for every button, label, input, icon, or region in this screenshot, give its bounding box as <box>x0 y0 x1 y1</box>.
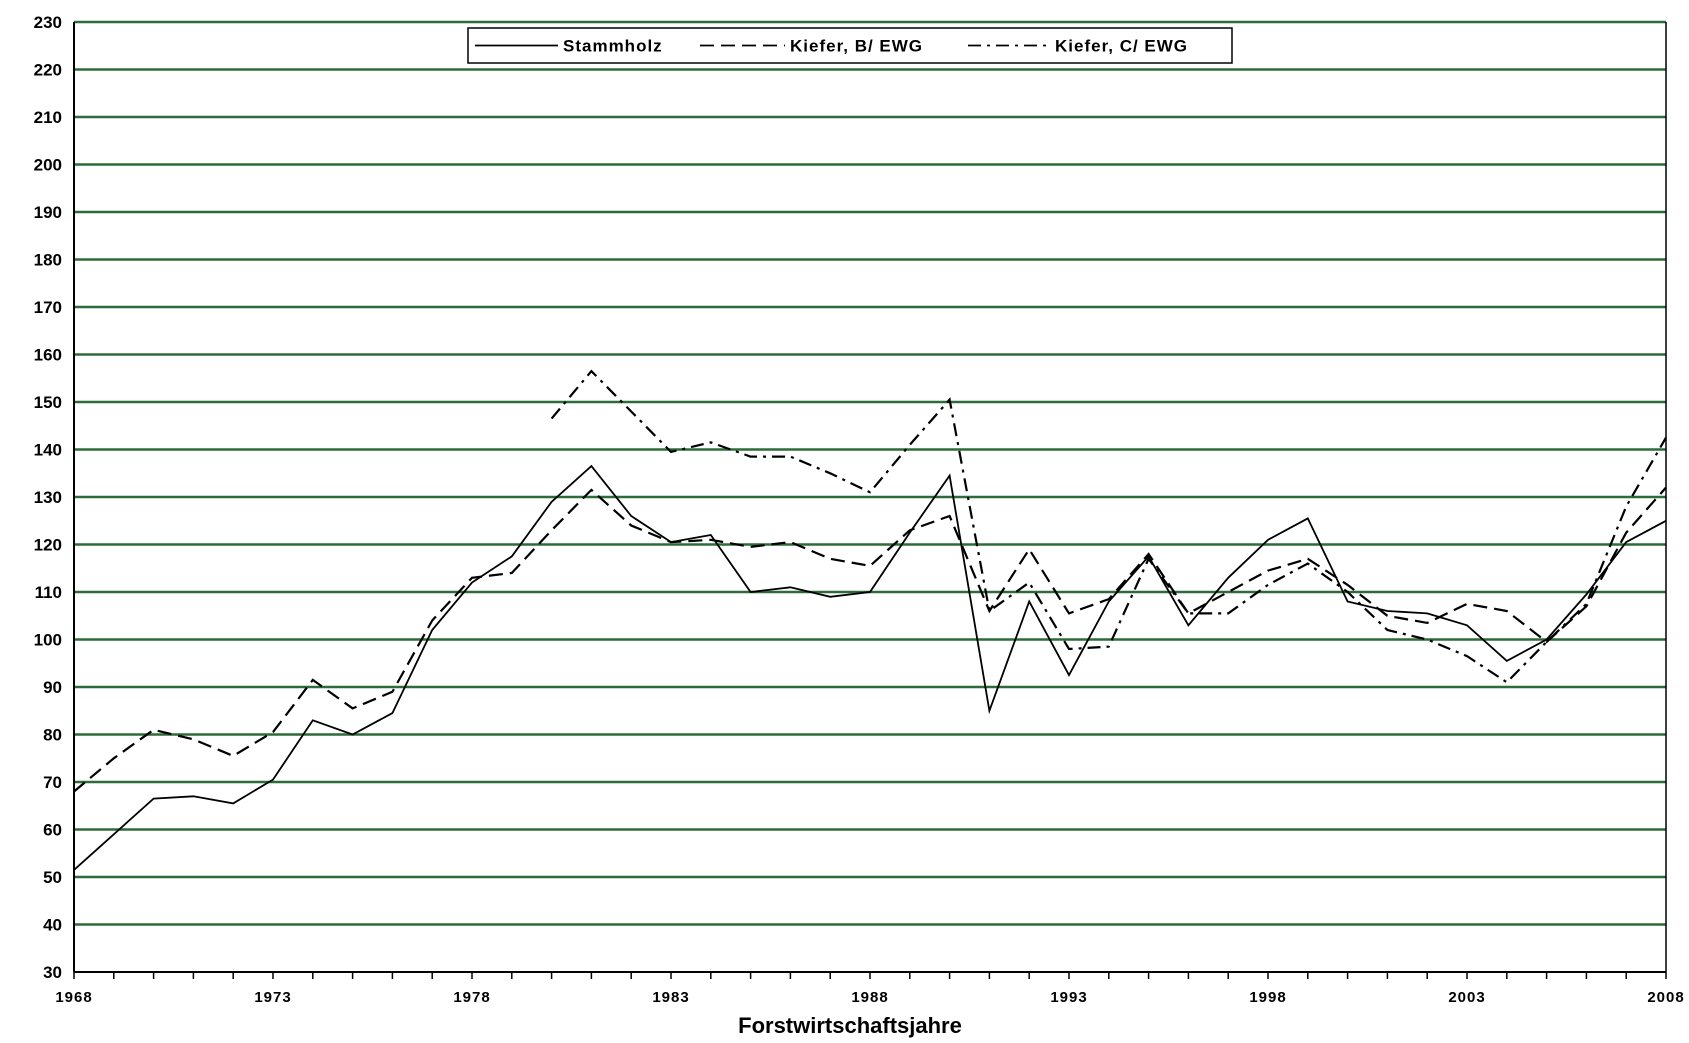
x-tick-label: 2008 <box>1647 989 1684 1006</box>
legend-box <box>467 27 1233 64</box>
x-axis-title: Forstwirtschaftsjahre <box>738 1013 962 1038</box>
y-tick-label: 60 <box>43 821 62 840</box>
y-tick-label: 30 <box>43 963 62 982</box>
legend-label: Kiefer, C/ EWG <box>1055 37 1188 56</box>
y-tick-label: 70 <box>43 773 62 792</box>
y-tick-label: 100 <box>34 631 62 650</box>
x-tick-label: 1978 <box>453 989 490 1006</box>
y-tick-label: 110 <box>35 583 62 602</box>
series-line-2 <box>73 486 1667 793</box>
legend: Stammholz Kiefer, B/ EWG Kiefer, C/ EWG <box>467 27 1233 64</box>
x-tick-label: 1993 <box>1050 989 1087 1006</box>
legend-label: Stammholz <box>563 37 663 56</box>
y-tick-label: 40 <box>43 916 62 935</box>
x-tick-label: 1973 <box>254 989 291 1006</box>
gridlines <box>74 20 1666 926</box>
axes <box>73 22 1667 979</box>
y-tick-label: 140 <box>34 441 62 460</box>
y-tick-label: 120 <box>34 536 62 555</box>
x-tick-label: 1998 <box>1249 989 1286 1006</box>
x-tick-label: 2003 <box>1448 989 1485 1006</box>
series-line-3 <box>550 369 1667 684</box>
x-tick-label: 1988 <box>851 989 888 1006</box>
y-tick-label: 220 <box>34 61 62 80</box>
y-tick-label: 150 <box>34 393 62 412</box>
x-tick-label: 1968 <box>55 989 92 1006</box>
series-line-1 <box>73 464 1667 871</box>
y-tick-label: 130 <box>34 488 62 507</box>
series-lines <box>73 369 1667 871</box>
y-tick-label: 160 <box>34 346 62 365</box>
x-tick-label: 1983 <box>652 989 689 1006</box>
y-tick-label: 230 <box>34 13 62 32</box>
y-tick-label: 200 <box>34 156 62 175</box>
y-tick-label: 170 <box>34 298 62 317</box>
legend-label: Kiefer, B/ EWG <box>790 37 923 56</box>
y-tick-labels: 30 40 50 60 70 80 90 100 110 120 130 140 150 160 170 18… <box>34 13 62 982</box>
y-tick-label: 210 <box>34 108 62 127</box>
y-tick-label: 180 <box>34 251 62 270</box>
y-tick-label: 80 <box>43 726 62 745</box>
x-tick-labels: 1968 1973 1978 1983 1988 1993 1998 2003 2008 <box>55 989 1684 1006</box>
y-tick-label: 190 <box>34 203 62 222</box>
y-tick-label: 90 <box>43 678 62 697</box>
y-tick-label: 50 <box>43 868 62 887</box>
